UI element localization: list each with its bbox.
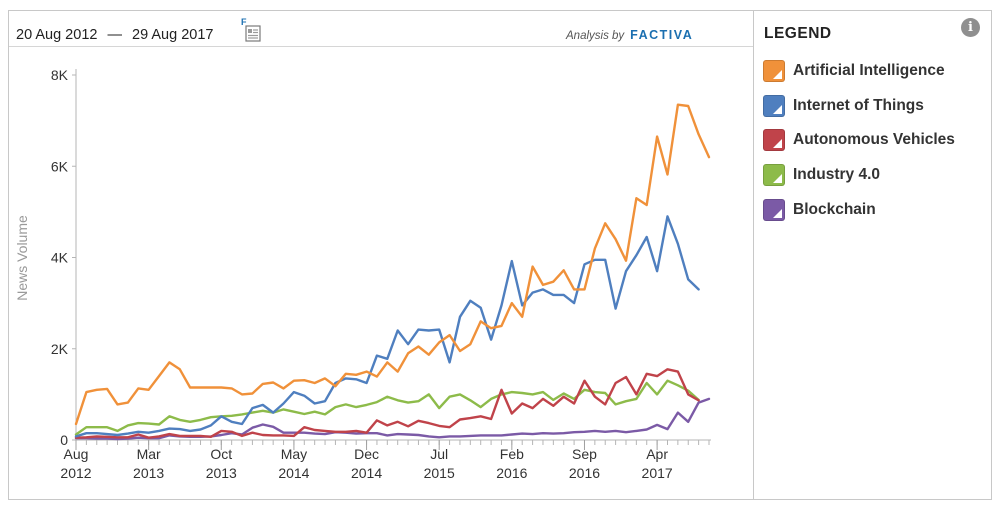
y-tick-label: 6K	[51, 158, 69, 174]
x-tick-label-year: 2014	[278, 465, 309, 481]
series-line-blockchain	[74, 397, 711, 441]
legend-item-internet-of-things[interactable]: Internet of Things	[763, 93, 924, 119]
y-axis-title: News Volume	[14, 215, 30, 301]
x-tick-label-year: 2017	[642, 465, 673, 481]
legend-label: Internet of Things	[793, 97, 924, 114]
x-tick-label-year: 2013	[133, 465, 164, 481]
x-tick-label-month: Dec	[354, 446, 379, 462]
header-rule	[9, 46, 753, 47]
legend-item-artificial-intelligence[interactable]: Artificial Intelligence	[763, 58, 945, 84]
legend-title: LEGEND	[764, 25, 832, 42]
legend-swatch	[763, 164, 785, 186]
legend-label: Industry 4.0	[793, 166, 880, 183]
legend-item-blockchain[interactable]: Blockchain	[763, 197, 876, 223]
series-line-autonomous-vehicles	[74, 368, 700, 439]
series-line-artificial-intelligence	[74, 103, 711, 426]
legend-label: Autonomous Vehicles	[793, 131, 955, 148]
info-icon[interactable]: i	[961, 18, 980, 37]
chart-axes: 0 2K 4K 6K 8K Aug 2012 Mar 2013 Oct 2013 May 2014 Dec…	[14, 67, 711, 481]
export-icon-letter: F	[241, 17, 247, 27]
x-tick-label-month: Mar	[137, 446, 161, 462]
x-tick-label-year: 2016	[496, 465, 527, 481]
y-tick-label: 2K	[51, 341, 69, 357]
line-chart: 0 2K 4K 6K 8K Aug 2012 Mar 2013 Oct 2013 May 2014 Dec…	[14, 67, 711, 481]
x-tick-label-year: 2016	[569, 465, 600, 481]
date-start: 20 Aug 2012	[16, 27, 98, 43]
x-tick-label-year: 2014	[351, 465, 382, 481]
legend-swatch	[763, 60, 785, 82]
y-tick-label: 8K	[51, 67, 69, 83]
x-tick-label-year: 2012	[60, 465, 91, 481]
export-document-icon[interactable]: F	[241, 17, 263, 43]
factiva-logo: FACTIVA	[630, 28, 694, 42]
series-line-industry-4-0	[74, 379, 700, 436]
x-tick-label-year: 2015	[424, 465, 455, 481]
legend-item-autonomous-vehicles[interactable]: Autonomous Vehicles	[763, 127, 955, 153]
date-end: 29 Aug 2017	[132, 27, 214, 43]
date-separator: —	[107, 27, 122, 43]
legend-label: Blockchain	[793, 201, 876, 218]
x-tick-label-month: Apr	[646, 446, 668, 462]
analysis-label: Analysis by	[566, 30, 625, 42]
date-range[interactable]: 20 Aug 2012 — 29 Aug 2017	[16, 27, 213, 43]
legend-swatch	[763, 199, 785, 221]
x-tick-label-month: Oct	[210, 446, 232, 462]
x-tick-label-month: Sep	[572, 446, 597, 462]
legend-label: Artificial Intelligence	[793, 62, 945, 79]
series-line-internet-of-things	[74, 215, 700, 438]
panel-divider	[753, 10, 754, 500]
x-tick-label-month: Jul	[430, 446, 448, 462]
x-tick-label-month: May	[281, 446, 307, 462]
y-tick-label: 0	[60, 432, 68, 448]
analysis-credit: Analysis by FACTIVA	[566, 28, 693, 42]
x-tick-label-month: Aug	[64, 446, 89, 462]
legend-item-industry-4-0[interactable]: Industry 4.0	[763, 162, 880, 188]
x-tick-label-year: 2013	[206, 465, 237, 481]
chart-series	[74, 103, 711, 441]
legend-swatch	[763, 95, 785, 117]
y-tick-label: 4K	[51, 250, 69, 266]
x-tick-label-month: Feb	[500, 446, 524, 462]
legend-swatch	[763, 129, 785, 151]
